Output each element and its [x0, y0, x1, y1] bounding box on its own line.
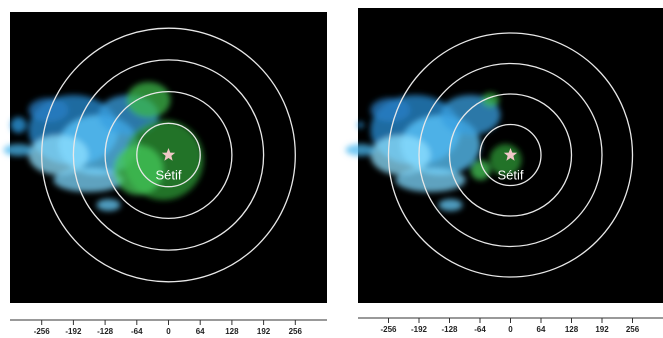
x-tick-label: -256: [34, 327, 51, 336]
echo: [371, 98, 411, 122]
x-tick-label: 64: [537, 325, 546, 334]
figure: Sétif -256 -192 -128 -64 0 64 128 192 256 Sétif -25…: [0, 0, 663, 338]
x-tick-label: -192: [65, 327, 82, 336]
echo: [11, 117, 27, 133]
echo: [54, 168, 124, 192]
echo: [4, 144, 34, 156]
x-tick-label: -64: [131, 327, 143, 336]
echo: [127, 82, 171, 118]
site-label: Sétif: [497, 167, 523, 182]
site-label: Sétif: [155, 167, 181, 182]
x-tick-label: 0: [508, 325, 513, 334]
x-tick-label: 0: [166, 327, 171, 336]
x-tick-label: 192: [595, 325, 609, 334]
x-tick-label: -128: [441, 325, 458, 334]
x-tick-label: -64: [474, 325, 486, 334]
x-tick-label: 128: [565, 325, 579, 334]
x-tick-label: -192: [411, 325, 428, 334]
echo: [346, 144, 376, 156]
x-tick-label: 256: [289, 327, 303, 336]
echo: [29, 98, 69, 122]
x-tick-label: 192: [257, 327, 271, 336]
echo: [357, 122, 363, 128]
page: {"chart_data": [ {"type": "radar", "anno…: [0, 0, 663, 338]
x-tick-label: -128: [97, 327, 114, 336]
x-tick-label: 64: [196, 327, 205, 336]
x-tick-label: -256: [380, 325, 397, 334]
echo: [97, 199, 121, 211]
x-tick-label: 128: [225, 327, 239, 336]
echo: [439, 199, 463, 211]
x-tick-label: 256: [626, 325, 640, 334]
